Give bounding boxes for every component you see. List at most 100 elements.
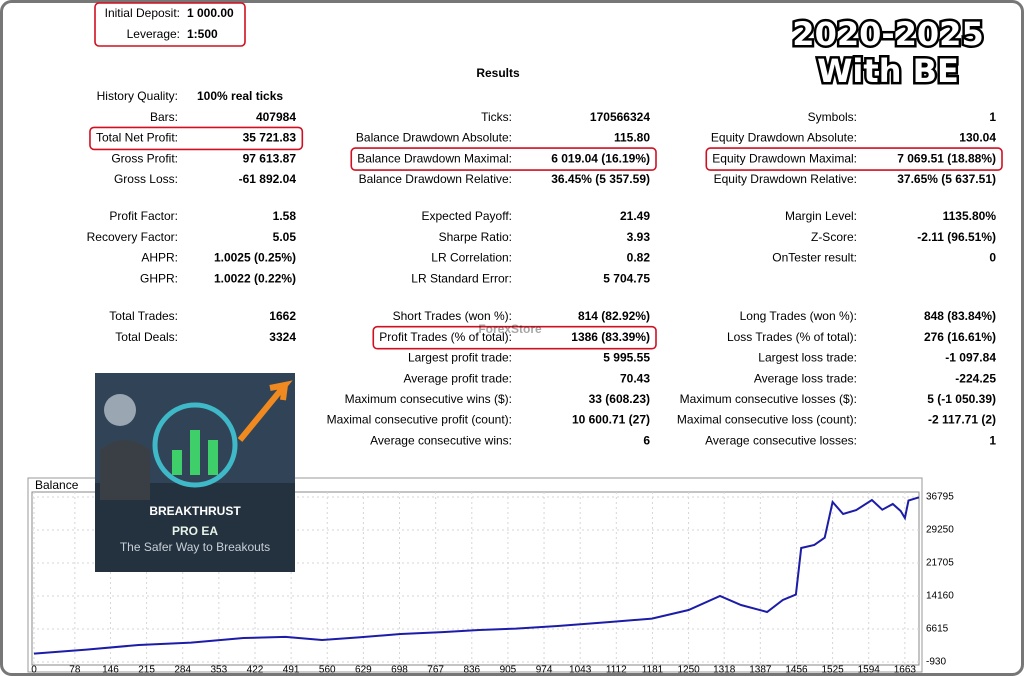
stat-value: 100% real ticks — [197, 89, 283, 103]
value: 1:500 — [187, 27, 218, 41]
stat-label: Average consecutive wins: — [370, 433, 512, 447]
x-tick-label: 1318 — [713, 665, 736, 676]
x-tick-label: 767 — [427, 665, 444, 676]
stat-value: 5 995.55 — [603, 351, 650, 365]
stat-label: Equity Drawdown Relative: — [714, 172, 857, 186]
overlay-text: With BE — [817, 52, 959, 90]
y-tick-label: 36795 — [926, 492, 954, 503]
stat-value: 36.45% (5 357.59) — [551, 172, 650, 186]
stat-value: 1662 — [269, 309, 296, 323]
stat-label: History Quality: — [97, 89, 178, 103]
stat-label: Z-Score: — [811, 230, 857, 244]
stat-value: 407984 — [256, 110, 296, 124]
stat-value: 5 (-1 050.39) — [927, 392, 996, 406]
stat-label: Equity Drawdown Absolute: — [711, 131, 857, 145]
stat-label: Recovery Factor: — [87, 230, 178, 244]
highlight-box — [89, 126, 304, 151]
x-tick-label: 974 — [536, 665, 553, 676]
stat-value: -2.11 (96.51%) — [917, 230, 996, 244]
stat-label: Profit Trades (% of total): — [379, 330, 512, 344]
stat-label: Maximal consecutive profit (count): — [327, 413, 512, 427]
stat-label: Equity Drawdown Maximal: — [712, 151, 857, 165]
stat-label: Average loss trade: — [754, 371, 857, 385]
stat-label: Balance Drawdown Absolute: — [356, 131, 512, 145]
stat-label: GHPR: — [140, 271, 178, 285]
stat-label: LR Standard Error: — [411, 271, 512, 285]
stat-label: Loss Trades (% of total): — [727, 330, 857, 344]
value: 1 000.00 — [187, 6, 234, 20]
stat-value: 276 (16.61%) — [924, 330, 996, 344]
logo-robot — [104, 394, 136, 426]
x-tick-label: 1387 — [749, 665, 772, 676]
stat-value: 0.82 — [627, 251, 651, 265]
highlight-box — [705, 147, 1003, 171]
stat-value: 115.80 — [614, 131, 650, 145]
logo-suit — [100, 440, 150, 500]
label: Initial Deposit: — [105, 6, 180, 20]
stat-label: Sharpe Ratio: — [439, 230, 512, 244]
x-tick-label: 353 — [211, 665, 228, 676]
stat-label: Total Trades: — [109, 309, 178, 323]
stat-label: Largest loss trade: — [758, 351, 857, 365]
balance-line — [33, 496, 920, 655]
x-tick-label: 1043 — [569, 665, 592, 676]
stat-value: 3324 — [269, 330, 296, 344]
stat-label: Average consecutive losses: — [705, 433, 857, 447]
stat-value: 1 — [989, 433, 996, 447]
stat-value: 5.05 — [273, 230, 297, 244]
stat-value: 33 (608.23) — [589, 392, 650, 406]
x-tick-label: 0 — [31, 665, 37, 676]
stat-value: 70.43 — [620, 371, 650, 385]
y-tick-label: 21705 — [926, 558, 954, 569]
stat-label: Symbols: — [808, 110, 857, 124]
logo-product: PRO EA — [172, 524, 218, 538]
x-tick-label: 78 — [69, 665, 81, 676]
x-tick-label: 1594 — [858, 665, 881, 676]
stat-value: 848 (83.84%) — [924, 309, 996, 323]
stat-label: Maximal consecutive loss (count): — [677, 413, 857, 427]
x-tick-label: 629 — [355, 665, 372, 676]
x-tick-label: 146 — [102, 665, 119, 676]
highlight-box — [372, 325, 657, 350]
stat-value: 7 069.51 (18.88%) — [897, 151, 996, 165]
highlight-box — [94, 2, 246, 47]
stat-value: 0 — [989, 251, 996, 265]
highlight-box — [350, 147, 657, 171]
stat-value: -61 892.04 — [239, 172, 297, 186]
stat-value: -224.25 — [955, 371, 996, 385]
stat-value: 130.04 — [959, 131, 996, 145]
stat-label: Total Deals: — [115, 330, 178, 344]
stat-label: LR Correlation: — [431, 251, 512, 265]
stat-label: Long Trades (won %): — [740, 309, 857, 323]
stat-value: 1.0025 (0.25%) — [214, 251, 296, 265]
label: Leverage: — [127, 27, 180, 41]
y-tick-label: 29250 — [926, 525, 954, 536]
stat-value: 21.49 — [620, 209, 650, 223]
stat-value: 6 019.04 (16.19%) — [551, 151, 650, 165]
x-tick-label: 1663 — [894, 665, 917, 676]
x-tick-label: 284 — [174, 665, 191, 676]
stat-value: 1386 (83.39%) — [571, 330, 650, 344]
y-tick-label: -930 — [926, 657, 946, 668]
x-tick-label: 1112 — [606, 665, 627, 676]
x-tick-label: 1250 — [677, 665, 700, 676]
y-tick-label: 14160 — [926, 591, 954, 602]
stat-value: 5 704.75 — [603, 271, 650, 285]
results-title: Results — [476, 66, 520, 80]
stat-label: Total Net Profit: — [96, 131, 178, 145]
x-tick-label: 1456 — [785, 665, 808, 676]
stat-value: 10 600.71 (27) — [572, 413, 650, 427]
logo-arrow — [237, 380, 293, 442]
stat-value: -1 097.84 — [945, 351, 996, 365]
stat-label: Expected Payoff: — [421, 209, 512, 223]
plot: -930 6615 14160 21705 29250 36795 0 78 146 215 284… — [31, 492, 954, 676]
x-tick-label: 836 — [463, 665, 480, 676]
stat-value: 6 — [643, 433, 650, 447]
stat-value: 1 — [989, 110, 996, 124]
x-tick-label: 422 — [247, 665, 264, 676]
stat-label: Maximum consecutive wins ($): — [345, 392, 512, 406]
stat-value: -2 117.71 (2) — [928, 413, 996, 427]
watermark: ForexStore — [478, 322, 542, 336]
stat-value: 37.65% (5 637.51) — [897, 172, 996, 186]
overlay-text: 2020-2025 — [792, 15, 983, 53]
